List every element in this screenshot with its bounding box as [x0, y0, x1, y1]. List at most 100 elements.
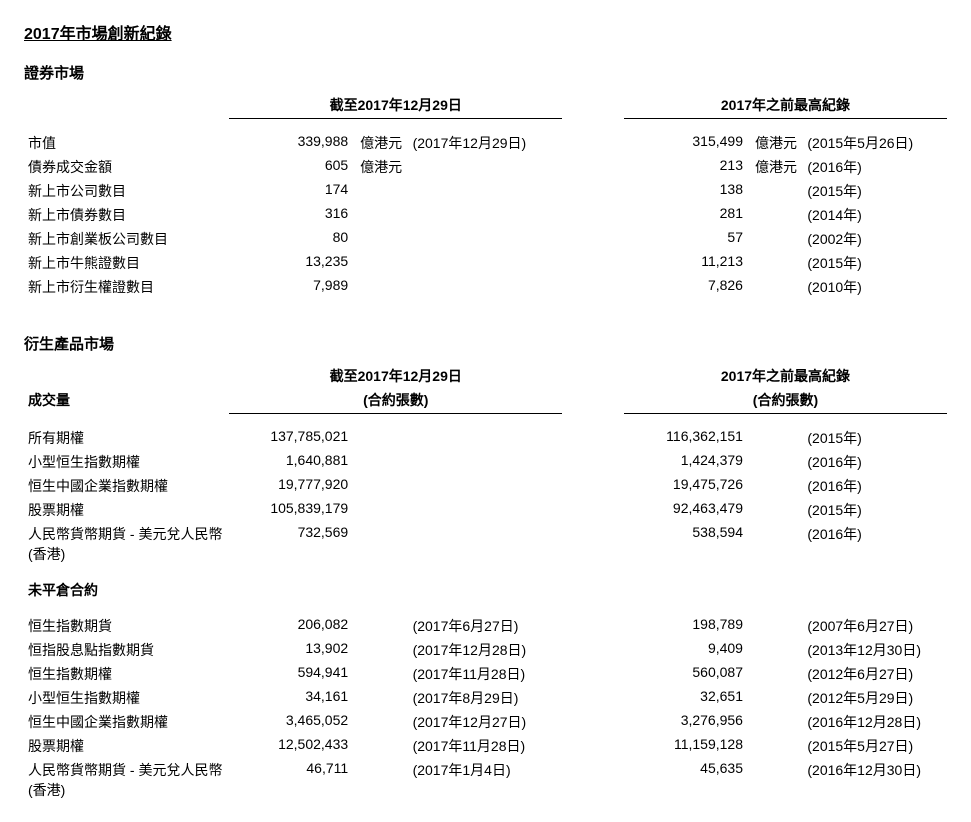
unit-prev	[747, 203, 803, 227]
row-label: 新上市創業板公司數目	[24, 227, 229, 251]
table-row: 新上市衍生權證數目7,9897,826(2010年)	[24, 275, 947, 299]
note-current: (2017年11月28日)	[409, 734, 563, 758]
gap	[562, 203, 624, 227]
note-prev: (2016年12月28日)	[803, 710, 947, 734]
value-current: 605	[229, 155, 352, 179]
unit-current	[352, 179, 408, 203]
table-row: 所有期權137,785,021116,362,151(2015年)	[24, 426, 947, 450]
value-prev: 32,651	[624, 686, 747, 710]
table-row: 新上市公司數目174 138 (2015年)	[24, 179, 947, 203]
securities-market-heading: 證券市場	[24, 62, 947, 83]
note-prev: (2015年5月26日)	[803, 131, 947, 155]
unit-current: 億港元	[352, 155, 408, 179]
value-current: 105,839,179	[229, 498, 352, 522]
note-prev: (2013年12月30日)	[803, 638, 947, 662]
table-row: 市值339,988億港元(2017年12月29日)315,499億港元(2015…	[24, 131, 947, 155]
row-label: 新上市牛熊證數目	[24, 251, 229, 275]
unit-prev: 億港元	[747, 131, 803, 155]
row-label: 恒生中國企業指數期權	[24, 474, 229, 498]
note-prev: (2016年)	[803, 155, 947, 179]
note-current: (2017年11月28日)	[409, 662, 563, 686]
unit-current	[352, 614, 408, 638]
value-prev: 315,499	[624, 131, 747, 155]
unit-prev	[747, 275, 803, 299]
note-current	[409, 227, 563, 251]
unit-prev	[747, 614, 803, 638]
gap	[562, 710, 624, 734]
table-row: 小型恒生指數期權34,161(2017年8月29日)32,651(2012年5月…	[24, 686, 947, 710]
note-prev: (2016年12月30日)	[803, 758, 947, 802]
unit-prev	[747, 498, 803, 522]
unit-current	[352, 710, 408, 734]
unit-current	[352, 638, 408, 662]
value-prev: 138	[624, 179, 747, 203]
value-current: 13,902	[229, 638, 352, 662]
sec2-header-left: 截至2017年12月29日	[229, 364, 562, 388]
note-current: (2017年8月29日)	[409, 686, 563, 710]
note-prev: (2002年)	[803, 227, 947, 251]
value-prev: 198,789	[624, 614, 747, 638]
unit-current	[352, 734, 408, 758]
note-current: (2017年1月4日)	[409, 758, 563, 802]
note-prev: (2010年)	[803, 275, 947, 299]
table-row: 新上市牛熊證數目13,23511,213(2015年)	[24, 251, 947, 275]
row-label: 新上市債券數目	[24, 203, 229, 227]
unit-prev	[747, 179, 803, 203]
table-row: 人民幣貨幣期貨 - 美元兌人民幣(香港)46,711(2017年1月4日)45,…	[24, 758, 947, 802]
row-label: 所有期權	[24, 426, 229, 450]
unit-current	[352, 662, 408, 686]
unit-current	[352, 450, 408, 474]
note-prev: (2015年)	[803, 426, 947, 450]
row-label: 恒生中國企業指數期權	[24, 710, 229, 734]
gap	[562, 498, 624, 522]
value-prev: 92,463,479	[624, 498, 747, 522]
unit-prev	[747, 474, 803, 498]
row-label: 恒生指數期貨	[24, 614, 229, 638]
row-label: 小型恒生指數期權	[24, 450, 229, 474]
gap	[562, 758, 624, 802]
note-current: (2017年12月28日)	[409, 638, 563, 662]
unit-current	[352, 203, 408, 227]
row-label: 人民幣貨幣期貨 - 美元兌人民幣(香港)	[24, 522, 229, 566]
unit-prev	[747, 758, 803, 802]
gap	[562, 662, 624, 686]
note-prev: (2015年)	[803, 179, 947, 203]
table-row: 債券成交金額605億港元213億港元(2016年)	[24, 155, 947, 179]
row-label: 小型恒生指數期權	[24, 686, 229, 710]
table-row: 恒生指數期貨206,082(2017年6月27日)198,789(2007年6月…	[24, 614, 947, 638]
value-prev: 116,362,151	[624, 426, 747, 450]
value-prev: 19,475,726	[624, 474, 747, 498]
row-label: 股票期權	[24, 498, 229, 522]
note-prev: (2015年)	[803, 498, 947, 522]
table-row: 新上市創業板公司數目8057(2002年)	[24, 227, 947, 251]
value-current: 12,502,433	[229, 734, 352, 758]
unit-current	[352, 758, 408, 802]
value-current: 174	[229, 179, 352, 203]
note-current	[409, 251, 563, 275]
note-prev: (2007年6月27日)	[803, 614, 947, 638]
note-current	[409, 522, 563, 566]
unit-current	[352, 275, 408, 299]
value-prev: 45,635	[624, 758, 747, 802]
note-prev: (2015年5月27日)	[803, 734, 947, 758]
row-label: 新上市公司數目	[24, 179, 229, 203]
unit-prev	[747, 686, 803, 710]
table-row: 人民幣貨幣期貨 - 美元兌人民幣(香港)732,569538,594(2016年…	[24, 522, 947, 566]
unit-current	[352, 474, 408, 498]
gap	[562, 522, 624, 566]
table-row: 恒生中國企業指數期權19,777,92019,475,726(2016年)	[24, 474, 947, 498]
value-prev: 7,826	[624, 275, 747, 299]
gap	[562, 131, 624, 155]
unit-prev	[747, 426, 803, 450]
open-interest-subhead: 未平倉合約	[24, 578, 229, 602]
row-label: 市值	[24, 131, 229, 155]
value-current: 339,988	[229, 131, 352, 155]
value-current: 13,235	[229, 251, 352, 275]
value-prev: 57	[624, 227, 747, 251]
note-prev: (2015年)	[803, 251, 947, 275]
value-current: 19,777,920	[229, 474, 352, 498]
note-current: (2017年12月27日)	[409, 710, 563, 734]
table-row: 股票期權12,502,433(2017年11月28日)11,159,128(20…	[24, 734, 947, 758]
sec2-header-left-sub: (合約張數)	[229, 388, 562, 414]
unit-current: 億港元	[352, 131, 408, 155]
